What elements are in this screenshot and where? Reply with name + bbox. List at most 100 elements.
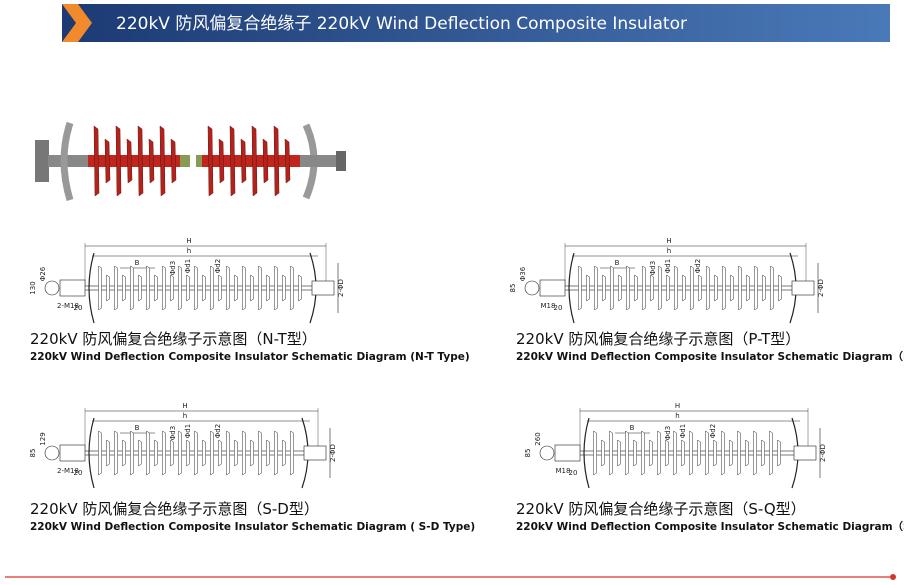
shed — [754, 265, 758, 311]
end-eye — [524, 280, 540, 296]
shed — [625, 430, 629, 476]
header-title: 220kV 防风偏复合绝缘子 220kV Wind Deflection Com… — [116, 14, 687, 34]
grading-ring — [583, 417, 590, 489]
shed — [106, 439, 110, 467]
shed — [162, 265, 166, 311]
dimension-label: H — [675, 402, 680, 410]
shed — [690, 265, 694, 311]
end-fitting — [300, 155, 340, 167]
shed — [170, 138, 177, 184]
dimension-label: B — [135, 259, 140, 267]
dimension-label: 2-ΦD — [819, 444, 827, 462]
dimension-label: 85 — [524, 449, 532, 458]
dimension-label: Φd3 — [664, 426, 672, 440]
shed — [122, 274, 126, 302]
caption-cn: 220kV 防风偏复合绝缘子示意图（N-T型） — [30, 330, 317, 348]
shed — [251, 125, 258, 197]
shed — [618, 274, 622, 302]
dimension-label: Φd1 — [679, 424, 687, 438]
shed — [730, 274, 734, 302]
dimension-label: Φ36 — [519, 266, 527, 281]
shed — [210, 430, 214, 476]
shed — [106, 274, 110, 302]
shed — [770, 265, 774, 311]
caption-en: 220kV Wind Deflection Composite Insulato… — [30, 351, 470, 363]
shed — [146, 430, 150, 476]
grading-ring — [88, 252, 95, 324]
shed — [194, 430, 198, 476]
shed — [714, 274, 718, 302]
caption-en: 220kV Wind Deflection Composite Insulato… — [516, 520, 904, 533]
shed — [729, 439, 733, 467]
grading-ring — [88, 417, 95, 489]
shed — [609, 430, 613, 476]
dimension-label: B — [615, 259, 620, 267]
shed — [114, 430, 118, 476]
footer-dot — [890, 574, 896, 580]
shed — [178, 430, 182, 476]
dimension-label: Φd2 — [214, 424, 222, 438]
shed — [202, 274, 206, 302]
dimension-label: Φd1 — [664, 259, 672, 273]
shed — [130, 430, 134, 476]
shed — [162, 430, 166, 476]
end-fitting — [59, 444, 86, 462]
shed — [242, 265, 246, 311]
shed — [642, 265, 646, 311]
shed — [610, 265, 614, 311]
shed — [122, 439, 126, 467]
shed — [290, 430, 294, 476]
shed — [593, 430, 597, 476]
shed — [138, 274, 142, 302]
shed — [207, 125, 214, 197]
dimension-label: Φd3 — [649, 261, 657, 275]
grading-ring — [60, 121, 74, 202]
shed — [170, 274, 174, 302]
shed — [745, 439, 749, 467]
shed — [148, 138, 155, 184]
shed — [641, 430, 645, 476]
shed — [154, 439, 158, 467]
dimension-label: M18 — [541, 302, 556, 310]
shed — [633, 439, 637, 467]
dimension-label: Φd1 — [184, 424, 192, 438]
shed — [666, 274, 670, 302]
header-chevron — [62, 4, 92, 42]
shed — [284, 138, 291, 184]
shed — [282, 274, 286, 302]
shed — [290, 265, 294, 311]
rod-band — [180, 155, 190, 167]
shed — [650, 274, 654, 302]
rod-band — [196, 155, 204, 167]
shed — [138, 439, 142, 467]
shed — [586, 274, 590, 302]
shed — [681, 439, 685, 467]
shed — [229, 125, 236, 197]
shed — [722, 265, 726, 311]
shed — [594, 265, 598, 311]
shed — [769, 430, 773, 476]
shed — [602, 274, 606, 302]
dimension-label: 2-M18 — [57, 302, 79, 310]
dimension-label: 85 — [509, 284, 517, 293]
dimension-label: 20 — [569, 469, 578, 477]
shed — [186, 274, 190, 302]
shed — [178, 265, 182, 311]
shed — [649, 439, 653, 467]
shed — [274, 430, 278, 476]
shed — [226, 430, 230, 476]
dimension-label: 85 — [29, 449, 37, 458]
shed — [753, 430, 757, 476]
dimension-label: 20 — [74, 469, 83, 477]
end-eye — [539, 445, 555, 461]
end-eye — [44, 280, 60, 296]
shed — [218, 439, 222, 467]
dimension-label: Φd2 — [694, 259, 702, 273]
shed — [282, 439, 286, 467]
shed — [98, 265, 102, 311]
shed — [665, 439, 669, 467]
shed — [154, 274, 158, 302]
dimension-label: H — [666, 237, 671, 245]
